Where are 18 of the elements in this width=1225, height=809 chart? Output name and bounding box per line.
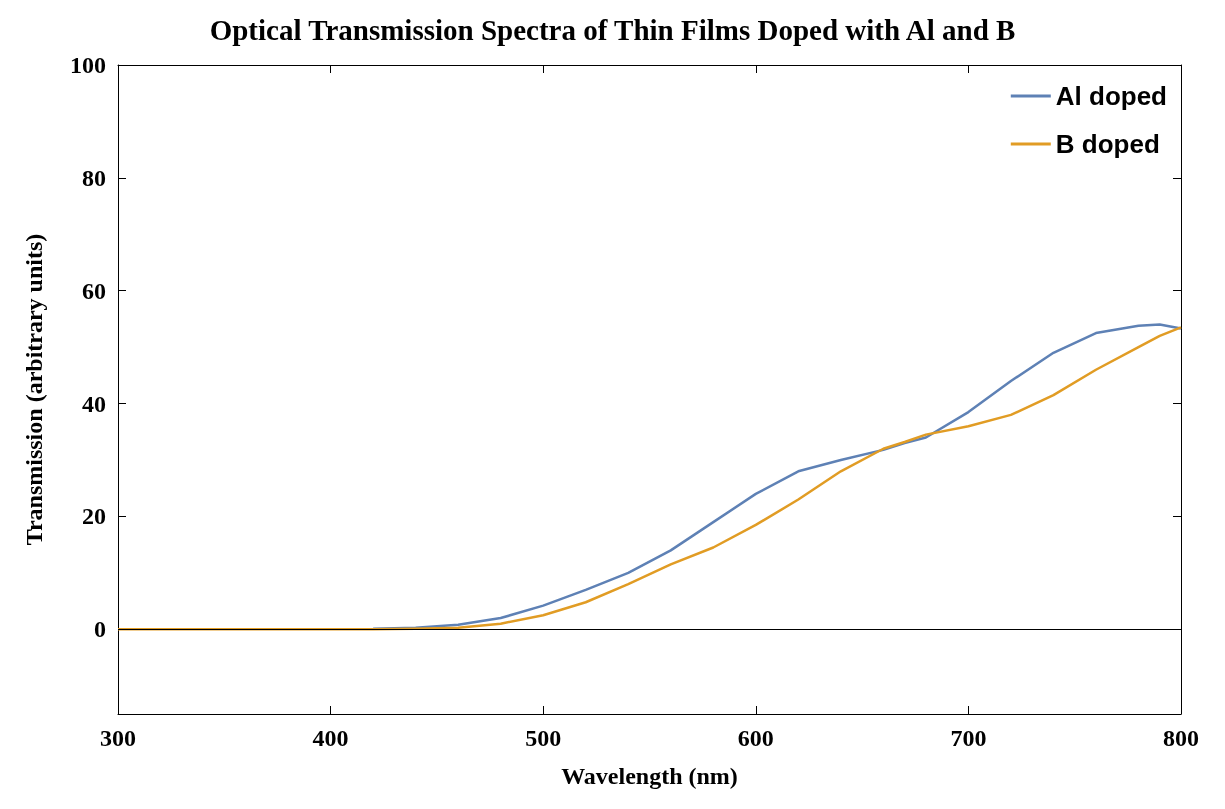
- y-tick-label: 60: [82, 277, 106, 304]
- x-tick-label: 500: [525, 725, 562, 751]
- chart-title: Optical Transmission Spectra of Thin Films Doped with Al and B: [209, 13, 1016, 46]
- x-tick-label: 400: [312, 725, 349, 751]
- legend-label: Al doped: [1055, 81, 1168, 111]
- line-series: [371, 323, 1183, 631]
- y-tick-label: 0: [94, 616, 106, 643]
- y-axis-title: Transmission (arbitrary units): [21, 233, 47, 546]
- x-tick-label: 700: [950, 725, 987, 751]
- y-tick-label: 80: [82, 164, 106, 191]
- y-tick-label: 100: [70, 52, 106, 78]
- y-tick-label: 20: [82, 503, 106, 530]
- x-axis-title: Wavelength (nm): [561, 763, 738, 789]
- y-tick-label: 40: [82, 390, 106, 417]
- x-tick-label: 600: [737, 725, 774, 751]
- legend-label: B doped: [1055, 129, 1160, 159]
- x-tick-label: 300: [100, 725, 136, 751]
- x-tick-label: 800: [1163, 725, 1199, 751]
